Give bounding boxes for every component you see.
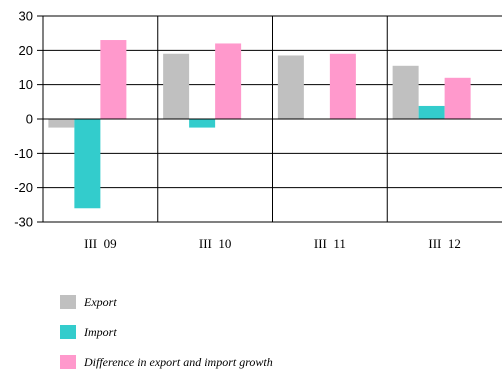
y-axis-ticks: 30 20 10 0 -10 -20 -30 — [14, 9, 33, 230]
legend-item-export: Export — [60, 294, 273, 310]
bar-import — [74, 119, 101, 209]
x-category-label: III 10 — [199, 236, 232, 251]
legend: Export Import Difference in export and i… — [60, 294, 273, 384]
y-tick-label: -10 — [14, 146, 33, 161]
legend-swatch-export — [60, 295, 76, 309]
bar-import — [418, 105, 445, 119]
bar-difference — [329, 53, 356, 120]
x-category-label: III 11 — [314, 236, 346, 251]
bar-difference — [444, 77, 471, 119]
x-category-label: III 09 — [84, 236, 117, 251]
legend-swatch-difference — [60, 355, 76, 369]
bar-difference — [215, 43, 242, 119]
x-category-label: III 12 — [428, 236, 461, 251]
y-tick-label: 30 — [19, 9, 33, 24]
y-tick-label: 0 — [26, 112, 33, 127]
bars — [37, 40, 502, 209]
y-tick-label: 10 — [19, 77, 33, 92]
legend-item-import: Import — [60, 324, 273, 340]
legend-label-import: Import — [84, 324, 117, 339]
bar-export — [392, 65, 419, 119]
bar-export — [163, 53, 190, 120]
y-tick-label: -30 — [14, 215, 33, 230]
bar-import — [189, 119, 216, 128]
legend-label-difference: Difference in export and import growth — [84, 354, 273, 369]
bar-chart: 30 20 10 0 -10 -20 -30 III 09 III 10 III 11 III 1… — [14, 9, 502, 251]
legend-item-difference: Difference in export and import growth — [60, 354, 273, 370]
legend-label-export: Export — [84, 294, 117, 309]
bar-export — [277, 55, 304, 119]
x-axis-labels: III 09 III 10 III 11 III 12 — [84, 236, 461, 251]
legend-swatch-import — [60, 325, 76, 339]
y-tick-label: -20 — [14, 180, 33, 195]
bar-difference — [100, 40, 127, 119]
y-tick-label: 20 — [19, 43, 33, 58]
bar-export — [48, 119, 75, 128]
